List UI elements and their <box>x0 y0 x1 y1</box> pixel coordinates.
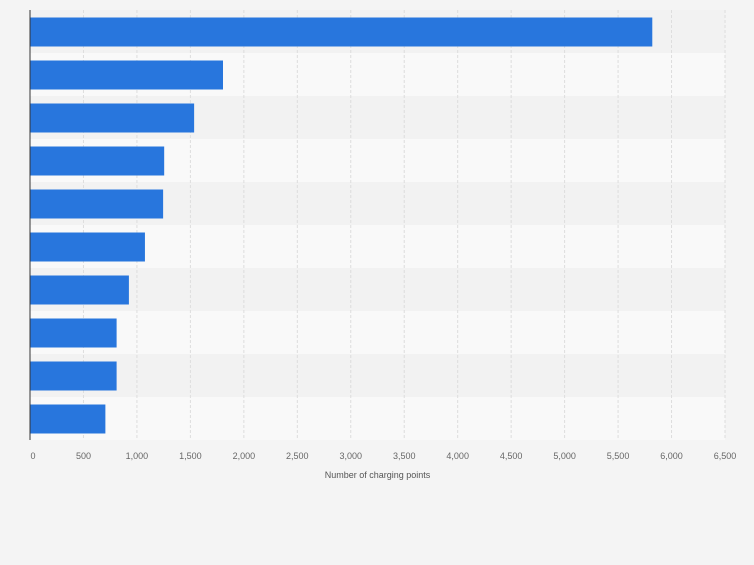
x-axis-title: Number of charging points <box>325 470 431 480</box>
plot-band <box>30 225 725 268</box>
x-tick-label: 4,000 <box>446 451 469 461</box>
bars <box>30 17 653 434</box>
bar[interactable] <box>30 232 145 262</box>
bar[interactable] <box>30 189 164 219</box>
bar[interactable] <box>30 404 106 434</box>
plot-band <box>30 354 725 397</box>
x-tick-label: 6,500 <box>714 451 737 461</box>
x-tick-label: 3,500 <box>393 451 416 461</box>
bar[interactable] <box>30 318 117 348</box>
bar[interactable] <box>30 103 195 133</box>
x-axis-ticks: 0 500 1,000 1,500 2,000 2,500 3,000 3,500 4,000 4… <box>30 451 736 461</box>
plot-band <box>30 268 725 311</box>
x-tick-label: 6,000 <box>660 451 683 461</box>
x-tick-label: 1,000 <box>126 451 149 461</box>
bar[interactable] <box>30 17 653 47</box>
x-tick-label: 0 <box>30 451 35 461</box>
bar[interactable] <box>30 146 165 176</box>
x-tick-label: 3,000 <box>340 451 363 461</box>
bar[interactable] <box>30 361 117 391</box>
x-tick-label: 2,500 <box>286 451 309 461</box>
x-tick-label: 1,500 <box>179 451 202 461</box>
plot-band <box>30 397 725 440</box>
plot-band <box>30 311 725 354</box>
x-tick-label: 5,500 <box>607 451 630 461</box>
x-tick-label: 5,000 <box>553 451 576 461</box>
bar[interactable] <box>30 275 129 305</box>
bar[interactable] <box>30 60 223 90</box>
x-tick-label: 500 <box>76 451 91 461</box>
x-tick-label: 2,000 <box>233 451 256 461</box>
x-tick-label: 4,500 <box>500 451 523 461</box>
